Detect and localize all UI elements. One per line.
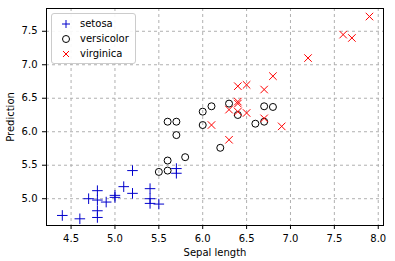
html-text:virginica: virginica: [80, 48, 123, 59]
svg-text:6.0: 6.0: [22, 126, 38, 137]
svg-text:8.0: 8.0: [370, 233, 386, 244]
html-text:setosa: setosa: [80, 18, 113, 29]
svg-text:7.0: 7.0: [22, 59, 38, 70]
svg-text:Sepal length: Sepal length: [184, 247, 247, 258]
svg-text:5.0: 5.0: [22, 193, 38, 204]
svg-text:7.5: 7.5: [326, 233, 342, 244]
svg-text:6.0: 6.0: [195, 233, 211, 244]
svg-text:7.5: 7.5: [22, 25, 38, 36]
svg-text:5.5: 5.5: [22, 159, 38, 170]
svg-text:7.0: 7.0: [283, 233, 299, 244]
svg-text:Prediction: Prediction: [5, 92, 16, 142]
svg-text:4.5: 4.5: [63, 233, 79, 244]
svg-text:6.5: 6.5: [239, 233, 255, 244]
html-text:versicolor: versicolor: [80, 33, 129, 44]
svg-text:5.5: 5.5: [151, 233, 167, 244]
svg-text:6.5: 6.5: [22, 92, 38, 103]
svg-text:5.0: 5.0: [107, 233, 123, 244]
